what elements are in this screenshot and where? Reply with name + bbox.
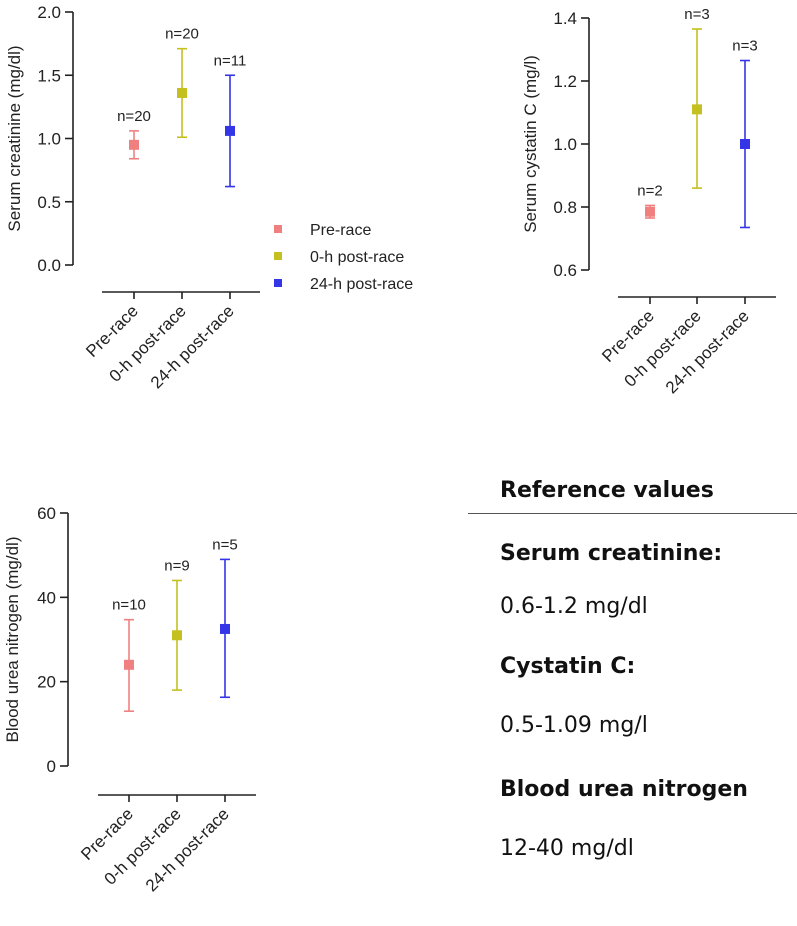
reference-bun-label: Blood urea nitrogen	[500, 777, 748, 802]
chart3-n-label: n=9	[164, 557, 189, 574]
chart1-mean-marker	[177, 87, 187, 98]
chart1-y-tick-label: 0.0	[37, 256, 61, 275]
chart1-n-label: n=20	[117, 108, 151, 125]
chart2-y-tick-label: 1.4	[553, 9, 577, 28]
chart1-legend-swatch	[274, 252, 282, 260]
chart3-n-label: n=10	[112, 597, 146, 614]
chart1-x-tick-label: 24-h post-race	[147, 301, 238, 392]
chart2-n-label: n=2	[637, 182, 662, 199]
reference-cystatin-label: Cystatin C:	[500, 654, 636, 679]
reference-creatinine-value: 0.6-1.2 mg/dl	[500, 594, 648, 619]
reference-creatinine-label: Serum creatinine:	[500, 541, 723, 566]
chart2-mean-marker	[645, 206, 655, 217]
chart1-legend-swatch	[274, 225, 282, 233]
chart3-y-tick-label: 40	[37, 588, 56, 607]
chart1-y-tick-label: 2.0	[37, 3, 61, 22]
chart1-y-tick-label: 1.5	[37, 66, 61, 85]
chart3-y-tick-label: 60	[37, 504, 56, 523]
chart3-y-axis-label: Blood urea nitrogen (mg/dl)	[3, 536, 22, 742]
chart3-mean-marker	[220, 623, 230, 634]
reference-cystatin-value: 0.5-1.09 mg/l	[500, 713, 648, 738]
chart1-y-tick-label: 0.5	[37, 193, 61, 212]
chart2-n-label: n=3	[732, 38, 757, 55]
chart1-mean-marker	[225, 125, 235, 136]
chart2-y-tick-label: 0.8	[553, 198, 577, 217]
chart3-mean-marker	[124, 659, 134, 670]
chart3-y-tick-label: 0	[47, 757, 56, 776]
chart2-y-tick-label: 1.0	[553, 135, 577, 154]
chart2-y-axis-label: Serum cystatin C (mg/l)	[521, 55, 540, 233]
reference-divider	[468, 513, 797, 514]
chart2-mean-marker	[740, 139, 750, 149]
chart3-y-tick-label: 20	[37, 673, 56, 692]
chart1-n-label: n=11	[214, 52, 247, 69]
chart3-x-tick-label: 24-h post-race	[142, 804, 233, 895]
chart1-y-axis-label: Serum creatinine (mg/dl)	[5, 45, 24, 231]
chart2-mean-marker	[692, 104, 702, 115]
reference-bun-value: 12-40 mg/dl	[500, 836, 634, 861]
chart1-legend-swatch	[274, 279, 282, 287]
chart2-x-tick-label: 24-h post-race	[662, 306, 753, 397]
chart1-y-tick-label: 1.0	[37, 130, 61, 149]
chart1-legend-label: 0-h post-race	[310, 249, 404, 266]
chart1-mean-marker	[129, 139, 139, 150]
chart1-legend-label: 24-h post-race	[310, 276, 413, 293]
chart3-n-label: n=5	[212, 536, 237, 553]
chart2-y-tick-label: 0.6	[553, 261, 577, 280]
chart2-n-label: n=3	[684, 6, 709, 23]
chart3-mean-marker	[172, 630, 182, 641]
reference-title: Reference values	[500, 478, 714, 503]
chart1-legend-label: Pre-race	[310, 222, 371, 239]
chart2-y-tick-label: 1.2	[553, 72, 577, 91]
chart1-n-label: n=20	[165, 26, 199, 43]
